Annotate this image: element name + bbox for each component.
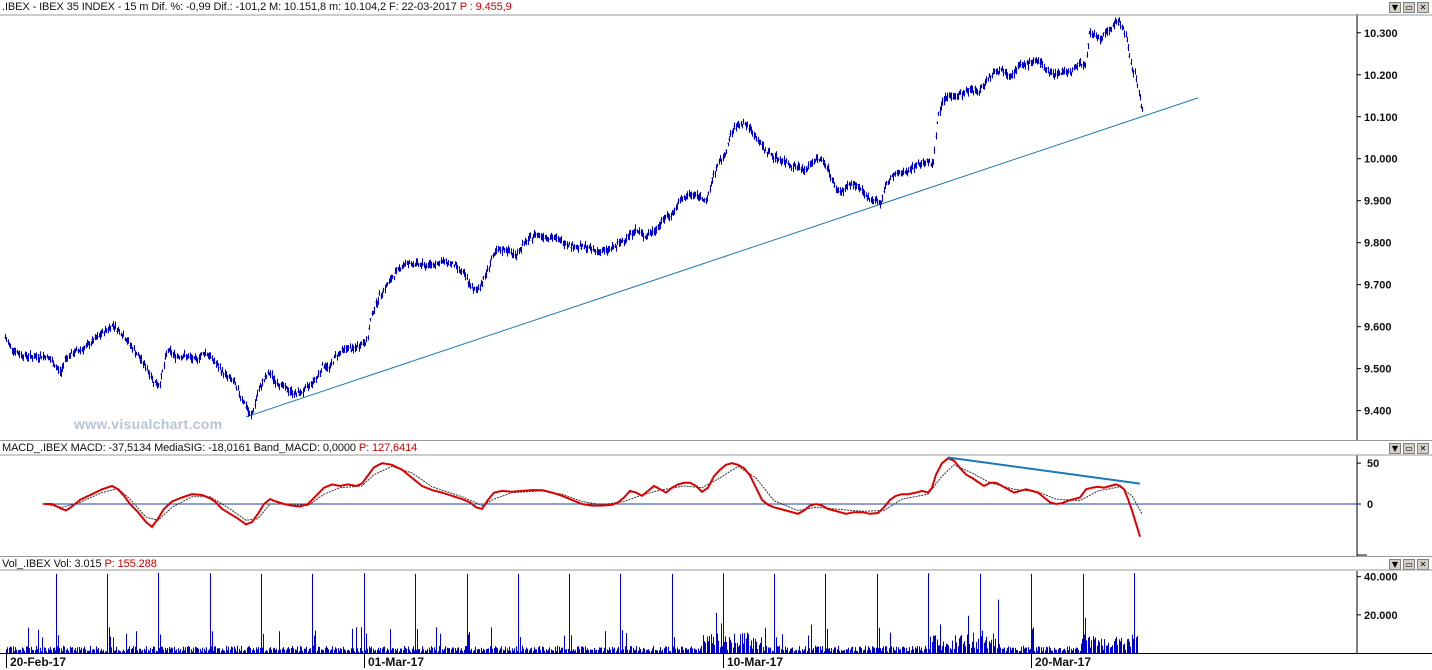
pane-separator[interactable] — [0, 556, 1432, 557]
volume-pane: Vol_.IBEX Vol: 3.015 P: 155.288 ▼ ▭ ✕ 40… — [0, 557, 1432, 653]
volume-y-tick-label: 40.000 — [1364, 572, 1398, 584]
volume-header-text: Vol_.IBEX Vol: 3.015 — [2, 558, 102, 570]
y-tick-label: 9.900 — [1364, 196, 1392, 208]
price-header-text: .IBEX - IBEX 35 INDEX - 15 m Dif. %: -0,… — [2, 1, 457, 13]
restore-button[interactable]: ▭ — [1403, 2, 1415, 13]
macd-chart[interactable]: 50 0 — [0, 441, 1432, 556]
price-bars — [4, 17, 1143, 420]
y-tick-label: 9.500 — [1364, 364, 1392, 376]
y-tick-label: 9.600 — [1364, 322, 1392, 334]
y-tick-label: 10.100 — [1364, 112, 1398, 124]
macd-pane: MACD_.IBEX MACD: -37,5134 MediaSIG: -18,… — [0, 441, 1432, 556]
macd-header: MACD_.IBEX MACD: -37,5134 MediaSIG: -18,… — [2, 442, 417, 454]
volume-header: Vol_.IBEX Vol: 3.015 P: 155.288 — [2, 558, 157, 570]
date-label: 01-Mar-17 — [368, 655, 425, 669]
date-axis — [0, 653, 1432, 670]
watermark: www.visualchart.com — [74, 416, 223, 432]
volume-header-value: P: 155.288 — [104, 558, 157, 570]
y-tick-label: 9.400 — [1364, 406, 1392, 418]
divergence-trendline — [947, 456, 1141, 485]
date-tick — [6, 654, 7, 668]
volume-y-tick-label: 20.000 — [1364, 610, 1398, 622]
price-window-buttons: ▼ ▭ ✕ — [1389, 2, 1429, 13]
macd-y-tick-label: 50 — [1367, 458, 1379, 470]
macd-restore-button[interactable]: ▭ — [1403, 443, 1415, 454]
macd-minimize-button[interactable]: ▼ — [1389, 443, 1401, 454]
support-trendline — [245, 97, 1199, 418]
macd-y-tick-label: 0 — [1367, 499, 1373, 511]
volume-bars — [6, 572, 1138, 653]
date-label: 20-Mar-17 — [1035, 655, 1092, 669]
close-button[interactable]: ✕ — [1417, 2, 1429, 13]
date-tick — [364, 654, 365, 668]
minimize-button[interactable]: ▼ — [1389, 2, 1401, 13]
macd-window-buttons: ▼ ▭ ✕ — [1389, 443, 1429, 454]
y-tick-label: 9.800 — [1364, 238, 1392, 250]
date-tick — [1031, 654, 1032, 668]
date-label: 20-Feb-17 — [10, 655, 67, 669]
y-tick-label: 10.000 — [1364, 154, 1398, 166]
price-header-value: P : 9.455,9 — [459, 1, 512, 13]
date-label: 10-Mar-17 — [727, 655, 784, 669]
volume-chart[interactable]: 40.000 20.000 — [0, 557, 1432, 653]
price-pane: .IBEX - IBEX 35 INDEX - 15 m Dif. %: -0,… — [0, 0, 1432, 440]
macd-line — [44, 457, 1141, 537]
y-tick-label: 10.200 — [1364, 70, 1398, 82]
price-chart[interactable]: 10.300 10.200 10.100 10.000 9.900 9.800 9.700 9… — [0, 0, 1432, 440]
macd-close-button[interactable]: ✕ — [1417, 443, 1429, 454]
signal-line — [43, 464, 1143, 521]
macd-header-text: MACD_.IBEX MACD: -37,5134 MediaSIG: -18,… — [2, 442, 356, 454]
macd-header-value: P: 127,6414 — [358, 442, 418, 454]
price-header: .IBEX - IBEX 35 INDEX - 15 m Dif. %: -0,… — [2, 1, 512, 13]
y-tick-label: 10.300 — [1364, 28, 1398, 40]
y-tick-label: 9.700 — [1364, 280, 1392, 292]
pane-separator[interactable] — [0, 440, 1432, 441]
date-tick — [723, 654, 724, 668]
